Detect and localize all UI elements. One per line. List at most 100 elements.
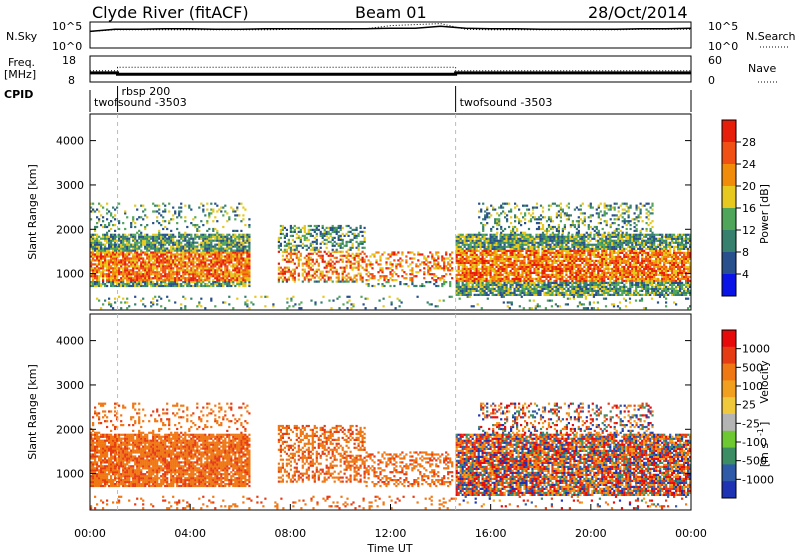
power-cell-4350: [559, 273, 562, 276]
power-cell-2489: [337, 236, 340, 239]
power-cell-2134: [285, 256, 288, 259]
power-cell-3237: [475, 247, 478, 250]
power-cell-1607: [228, 245, 231, 248]
power-cell-2088: [277, 238, 280, 241]
power-cell-780: [156, 245, 159, 248]
power-cell-2138: [285, 244, 288, 247]
power-cell-4010: [533, 267, 536, 270]
power-cell-289: [114, 247, 117, 250]
power-cell-1986: [180, 206, 183, 209]
power-cell-1247: [198, 267, 201, 270]
power-cell-4611: [579, 285, 582, 288]
power-cell-2284: [307, 246, 310, 249]
power-cell-578: [140, 279, 143, 282]
power-cell-3845: [521, 275, 524, 278]
power-cell-3571: [501, 285, 504, 288]
power-cell-4336: [557, 241, 560, 244]
power-cell-15: [90, 245, 93, 248]
power-cell-4079: [537, 233, 540, 236]
power-cell-172: [104, 245, 107, 248]
power-cell-4318: [557, 285, 560, 288]
power-cell-4140: [543, 269, 546, 272]
power-cell-2006: [198, 225, 201, 229]
power-cell-2854: [429, 267, 432, 270]
power-cell-3200: [473, 267, 476, 270]
power-cell-3386: [487, 271, 490, 274]
power-cell-3214: [473, 239, 476, 242]
power-cell-3789: [517, 283, 520, 286]
power-cell-1636: [232, 281, 235, 284]
power-cell-3957: [529, 273, 532, 276]
power-cell-2091: [279, 272, 282, 275]
power-cell-1596: [228, 273, 231, 276]
power-cell-401: [124, 261, 127, 264]
power-cell-1398: [210, 237, 213, 240]
power-cell-846: [162, 251, 165, 254]
power-cell-2508: [341, 280, 344, 283]
power-cell-2607: [355, 234, 358, 237]
power-cell-30: [92, 269, 95, 272]
power-cell-680: [148, 259, 151, 262]
power-cell-4893: [601, 291, 604, 294]
power-cell-1119: [186, 255, 189, 258]
power-cell-351: [120, 265, 123, 268]
power-cell-1640: [232, 273, 235, 276]
power-cell-3316: [481, 251, 484, 254]
power-cell-1396: [210, 241, 213, 244]
power-cell-1200: [194, 279, 197, 282]
power-cell-76: [96, 267, 99, 270]
power-cell-4358: [559, 255, 562, 258]
power-cell-1752: [240, 235, 243, 238]
power-cell-880: [166, 284, 169, 288]
power-cell-1229: [196, 263, 199, 266]
power-cell-3515: [497, 287, 500, 290]
power-cell-4654: [581, 251, 584, 254]
nsky-tick-bottom: 10^0: [52, 40, 82, 53]
power-cell-4763: [589, 243, 592, 246]
power-cell-4938: [603, 259, 606, 262]
power-cell-3819: [519, 277, 522, 280]
power-cell-953: [172, 281, 175, 284]
power-cell-2279: [307, 260, 310, 263]
power-cell-2944: [455, 289, 458, 292]
power-cell-1274: [200, 253, 203, 256]
power-cell-4628: [579, 249, 582, 252]
power-cell-2784: [405, 261, 408, 264]
power-cell-3351: [483, 233, 486, 236]
power-cell-1757: [242, 279, 245, 282]
power-cell-3420: [489, 249, 492, 252]
power-cell-2563: [349, 262, 352, 265]
power-cell-3533: [497, 247, 500, 250]
power-cell-2584: [351, 228, 354, 231]
power-cell-304: [116, 271, 119, 274]
power-cell-4149: [543, 249, 546, 252]
power-cell-469: [130, 269, 133, 272]
power-cell-4562: [575, 271, 578, 274]
power-cell-4915: [601, 245, 604, 248]
power-cell-282: [114, 261, 117, 264]
power-cell-1916: [134, 225, 137, 229]
power-cell-4839: [597, 291, 600, 294]
power-cell-3999: [531, 235, 534, 238]
power-cell-2772: [401, 275, 404, 278]
power-cell-3895: [525, 283, 528, 286]
power-cell-2285: [307, 238, 310, 241]
power-cell-3682: [509, 279, 512, 282]
power-cell-4493: [569, 239, 572, 242]
power-cell-3299: [481, 285, 484, 288]
power-cell-4016: [533, 253, 536, 256]
power-cell-4262: [553, 293, 556, 296]
power-cell-33: [92, 259, 95, 262]
power-cell-4023: [533, 239, 536, 242]
power-cell-1399: [210, 235, 213, 238]
power-cell-3130: [467, 237, 470, 240]
power-cell-3772: [515, 259, 518, 262]
power-cell-3669: [507, 243, 510, 246]
beam-label: Beam 01: [355, 3, 427, 22]
power-cell-4910: [601, 255, 604, 258]
power-cell-4592: [577, 267, 580, 270]
power-cell-3632: [505, 275, 508, 278]
power-cell-709: [150, 245, 153, 248]
power-cell-1197: [194, 284, 197, 288]
power-cell-3808: [517, 241, 520, 244]
